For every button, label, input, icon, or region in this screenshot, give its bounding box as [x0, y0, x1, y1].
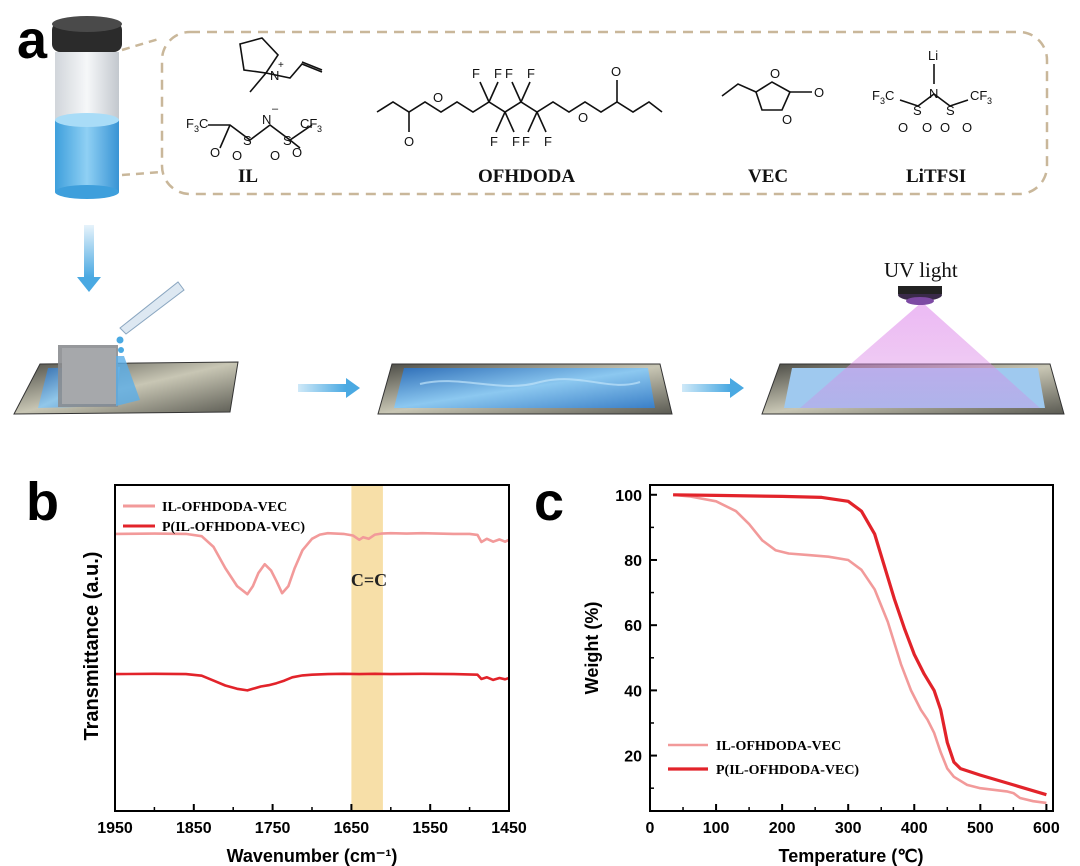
il-structure	[208, 37, 323, 149]
molecule-label-il: IL	[238, 166, 259, 187]
b-series-line-0	[114, 531, 510, 596]
svg-text:O: O	[232, 148, 242, 163]
svg-text:F: F	[505, 66, 513, 81]
panel-letter-b: b	[26, 472, 59, 532]
uv-light-label: UV light	[884, 258, 958, 282]
svg-text:O: O	[814, 85, 824, 100]
c-xtick-label: 200	[769, 820, 796, 837]
c-ylabel: Weight (%)	[582, 602, 602, 695]
c-ytick-label: 100	[615, 488, 642, 505]
svg-text:F: F	[490, 134, 498, 149]
svg-text:F: F	[512, 134, 520, 149]
svg-text:O: O	[782, 112, 792, 127]
b-xtick-label: 1650	[334, 820, 370, 837]
svg-text:F: F	[494, 66, 502, 81]
svg-text:O: O	[770, 66, 780, 81]
b-xtick-label: 1750	[255, 820, 291, 837]
panel-letter-a: a	[17, 10, 48, 70]
svg-text:S: S	[283, 133, 292, 148]
svg-text:F: F	[522, 134, 530, 149]
c-xlabel: Temperature (℃)	[779, 846, 924, 866]
uv-beam	[800, 302, 1040, 408]
svg-text:S: S	[946, 103, 955, 118]
film-plate	[377, 363, 673, 415]
b-xtick-label: 1950	[97, 820, 133, 837]
coating-plate	[13, 281, 239, 415]
svg-text:F: F	[544, 134, 552, 149]
arrow-right-icon-2	[730, 378, 744, 398]
svg-text:O: O	[611, 64, 621, 79]
b-series-line-1	[114, 672, 510, 692]
c-series-line-1	[673, 493, 1047, 797]
svg-text:O: O	[404, 134, 414, 149]
svg-text:O: O	[940, 120, 950, 135]
svg-text:O: O	[292, 145, 302, 160]
molecule-label-vec: VEC	[748, 166, 789, 187]
c-xtick-label: 400	[901, 820, 928, 837]
svg-text:O: O	[270, 148, 280, 163]
c-legend-label-0: IL-OFHDODA-VEC	[716, 739, 841, 754]
c-xtick-label: 0	[646, 820, 655, 837]
svg-text:O: O	[898, 120, 908, 135]
c-legend-label-1: P(IL-OFHDODA-VEC)	[716, 763, 859, 778]
svg-text:–: –	[272, 103, 279, 115]
svg-text:S: S	[913, 103, 922, 118]
svg-text:F: F	[186, 116, 194, 131]
c-ytick-label: 60	[624, 618, 642, 635]
c-xtick-label: 300	[835, 820, 862, 837]
vial	[52, 16, 122, 199]
b-ylabel: Transmittance (a.u.)	[81, 552, 103, 741]
svg-text:C: C	[885, 88, 894, 103]
c-xtick-label: 100	[703, 820, 730, 837]
svg-text:O: O	[922, 120, 932, 135]
b-xtick-label: 1450	[491, 820, 527, 837]
svg-text:N: N	[929, 86, 938, 101]
ftir-chart: 1950 1850 1750 1650 1550 1450 IL-OFHDODA-VEC P…	[81, 484, 527, 866]
molecule-label-litfsi: LiTFSI	[906, 166, 967, 187]
svg-text:3: 3	[880, 96, 885, 106]
c-xtick-label: 600	[1033, 820, 1060, 837]
svg-text:S: S	[243, 133, 252, 148]
svg-text:O: O	[210, 145, 220, 160]
svg-text:N: N	[270, 68, 279, 83]
svg-text:F: F	[872, 88, 880, 103]
panel-letter-c: c	[534, 472, 565, 532]
arrow-right-icon	[346, 378, 360, 398]
arrow-down-icon	[77, 277, 101, 292]
c-xtick-label: 500	[967, 820, 994, 837]
molecule-label-ofhdoda: OFHDODA	[478, 166, 576, 187]
svg-text:CF: CF	[300, 116, 317, 131]
b-xtick-label: 1550	[412, 820, 448, 837]
c-series-line-0	[672, 493, 1047, 805]
litfsi-structure	[899, 64, 969, 107]
b-xlabel: Wavenumber (cm⁻¹)	[227, 846, 398, 866]
uv-plate	[761, 286, 1065, 415]
svg-text:N: N	[262, 112, 271, 127]
vec-structure	[721, 81, 812, 111]
b-legend-label-0: IL-OFHDODA-VEC	[162, 500, 287, 515]
svg-text:O: O	[433, 90, 443, 105]
svg-text:3: 3	[317, 124, 322, 134]
svg-text:F: F	[527, 66, 535, 81]
b-xtick-label: 1850	[176, 820, 212, 837]
molecule-box	[160, 30, 1049, 196]
svg-text:F: F	[472, 66, 480, 81]
svg-text:+: +	[278, 60, 284, 71]
c-ytick-label: 80	[624, 553, 642, 570]
c-ytick-label: 20	[624, 749, 642, 766]
svg-text:O: O	[578, 110, 588, 125]
svg-text:3: 3	[194, 124, 199, 134]
svg-text:O: O	[962, 120, 972, 135]
tga-chart: 0 100 200 300 400 500 600 20 40 60 80 100 IL-OFHDOD…	[582, 484, 1060, 866]
b-legend-label-1: P(IL-OFHDODA-VEC)	[162, 520, 305, 535]
svg-text:Li: Li	[928, 48, 938, 63]
svg-text:3: 3	[987, 96, 992, 106]
c-ytick-label: 40	[624, 683, 642, 700]
cc-band-label: C=C	[351, 570, 387, 590]
svg-text:C: C	[199, 116, 208, 131]
svg-text:CF: CF	[970, 88, 987, 103]
ofhdoda-structure	[376, 80, 663, 133]
